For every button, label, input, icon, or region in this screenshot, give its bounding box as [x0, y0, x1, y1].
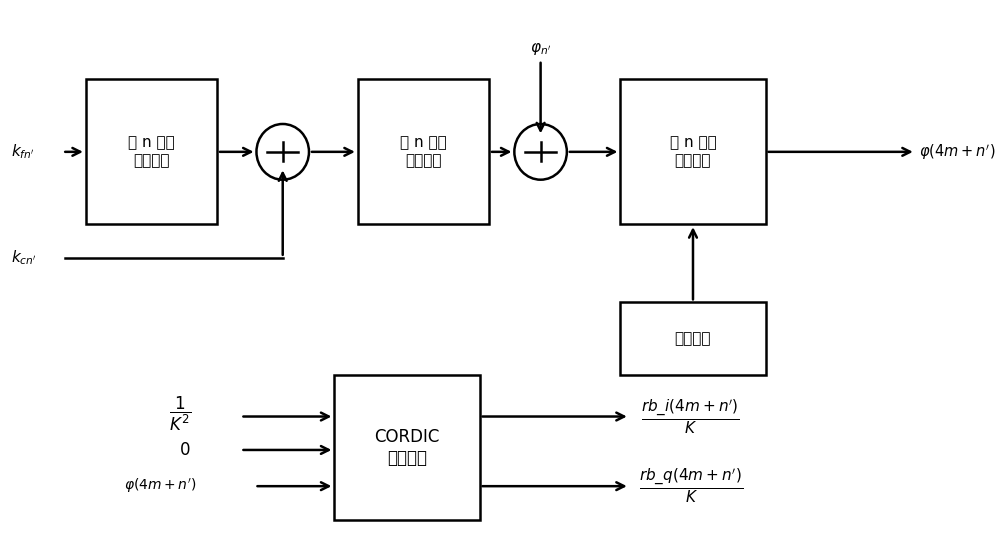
Bar	[620, 80, 766, 224]
Text: CORDIC
圆周旋转: CORDIC 圆周旋转	[374, 428, 440, 466]
Text: $k_{cn^{\prime}}$: $k_{cn^{\prime}}$	[11, 249, 37, 267]
Text: $\dfrac{rb\_i(4m+n^{\prime})}{K}$: $\dfrac{rb\_i(4m+n^{\prime})}{K}$	[641, 398, 740, 436]
Bar	[86, 80, 217, 224]
Text: $\varphi(4m+n^{\prime})$: $\varphi(4m+n^{\prime})$	[919, 142, 995, 162]
Text: 第 n 相相
位寄存器: 第 n 相相 位寄存器	[670, 136, 716, 168]
Text: 第 n 相频
率累加器: 第 n 相频 率累加器	[128, 136, 175, 168]
Bar	[358, 80, 489, 224]
Text: 控制脉冲: 控制脉冲	[675, 331, 711, 346]
Bar	[334, 375, 480, 520]
Text: $0$: $0$	[179, 441, 190, 459]
Text: $\dfrac{1}{K^2}$: $\dfrac{1}{K^2}$	[169, 395, 191, 433]
Text: $\dfrac{rb\_q(4m+n^{\prime})}{K}$: $\dfrac{rb\_q(4m+n^{\prime})}{K}$	[639, 467, 743, 505]
Bar	[620, 302, 766, 375]
Text: 第 n 相相
位累加器: 第 n 相相 位累加器	[400, 136, 447, 168]
Text: $\varphi_{n^{\prime}}$: $\varphi_{n^{\prime}}$	[530, 41, 551, 57]
Text: $\varphi(4m+n^{\prime})$: $\varphi(4m+n^{\prime})$	[124, 477, 197, 495]
Text: $k_{fn^{\prime}}$: $k_{fn^{\prime}}$	[11, 142, 35, 161]
